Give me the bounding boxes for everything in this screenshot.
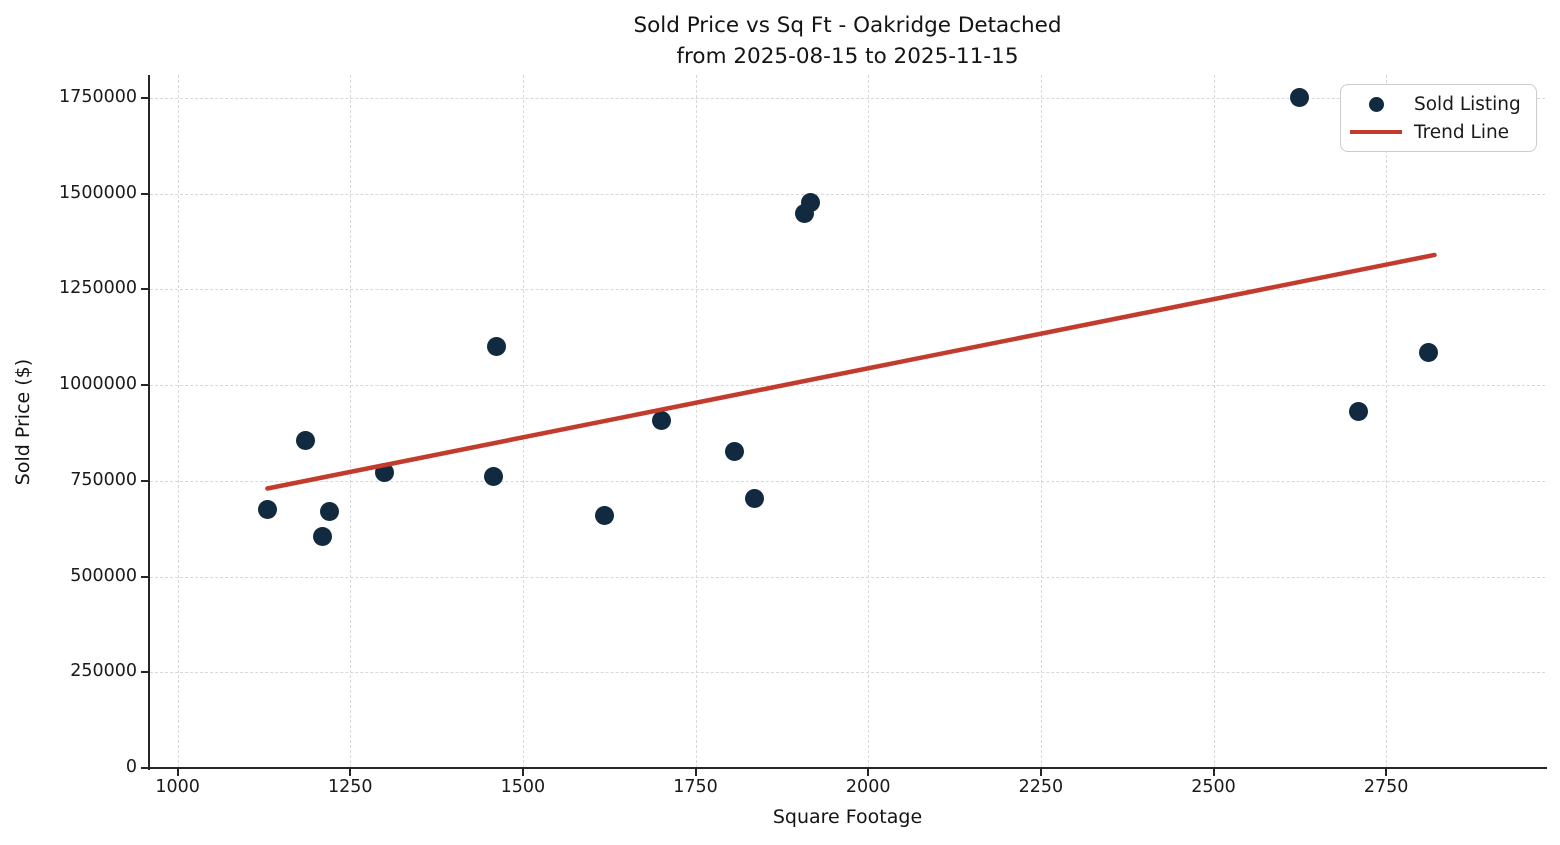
x-tick-label: 1250 [327,777,373,797]
legend-marker [1348,96,1404,112]
y-tick-label: 1000000 [59,374,137,395]
x-tick-label: 2000 [845,777,891,797]
y-tick-mark [141,288,148,291]
x-tick-label: 1000 [155,777,200,797]
y-tick-mark [141,575,148,578]
x-tick-label: 1500 [500,777,546,797]
data-point [1290,88,1310,108]
data-point [295,430,315,450]
v-gridline [695,75,697,768]
data-point [744,489,764,509]
data-point [313,526,333,546]
x-tick-mark [349,769,352,776]
v-gridline [1040,75,1042,768]
data-point [651,410,671,430]
v-gridline [1213,75,1215,768]
y-tick-mark [141,767,148,769]
x-tick-mark [867,769,870,776]
y-tick-mark [141,671,148,674]
chart-subtitle: from 2025-08-15 to 2025-11-15 [676,44,1019,69]
legend-label: Trend Line [1414,121,1510,143]
y-tick-mark [141,384,148,387]
y-axis-spine [148,75,150,770]
data-point [1419,343,1439,363]
v-gridline [522,75,524,768]
y-tick-label: 750000 [70,469,137,490]
data-point [800,192,820,212]
y-tick-mark [141,479,148,482]
h-gridline [150,289,1545,291]
chart-title: Sold Price vs Sq Ft - Oakridge Detached [633,13,1062,38]
data-point [257,500,277,520]
legend-marker [1348,130,1404,134]
trend-line [265,252,1437,491]
h-gridline [150,576,1545,578]
x-tick-mark [1212,769,1215,776]
chart-title-block: Sold Price vs Sq Ft - Oakridge Detached … [150,10,1545,72]
x-axis-label: Square Footage [772,806,923,828]
x-axis-spine [148,767,1547,769]
h-gridline [150,385,1545,387]
data-point [594,505,614,525]
h-gridline [150,480,1545,482]
legend-entry-trend-line: Trend Line [1348,118,1528,146]
x-tick-label: 2500 [1191,777,1236,797]
x-tick-mark [694,769,697,776]
legend-entry-sold-listing: Sold Listing [1348,90,1528,118]
v-gridline [1386,75,1388,768]
x-tick-mark [1039,769,1042,776]
trend-line-swatch-icon [1350,130,1402,134]
x-tick-mark [176,769,179,776]
x-tick-label: 1750 [673,777,718,797]
v-gridline [868,75,870,768]
data-point [724,442,744,462]
x-tick-label: 2250 [1018,777,1064,797]
y-tick-label: 250000 [70,661,137,682]
data-point [484,466,504,486]
data-point [320,501,340,521]
y-tick-label: 1500000 [59,182,137,203]
data-point [487,337,507,357]
h-gridline [150,672,1545,674]
x-tick-mark [1385,769,1388,776]
y-tick-label: 500000 [70,565,137,586]
legend: Sold Listing Trend Line [1340,84,1537,152]
h-gridline [150,193,1545,195]
legend-label: Sold Listing [1414,93,1521,115]
v-gridline [350,75,352,768]
plot-area [150,75,1545,768]
v-gridline [177,75,179,768]
x-tick-label: 2750 [1363,777,1409,797]
y-tick-mark [141,96,148,99]
sold-listing-dot-icon [1368,96,1384,112]
data-point [1349,402,1369,422]
y-tick-mark [141,192,148,195]
h-gridline [150,97,1545,99]
y-tick-label: 1750000 [59,86,137,107]
y-tick-label: 1250000 [59,278,137,299]
x-tick-mark [521,769,524,776]
y-tick-label: 0 [125,757,137,777]
